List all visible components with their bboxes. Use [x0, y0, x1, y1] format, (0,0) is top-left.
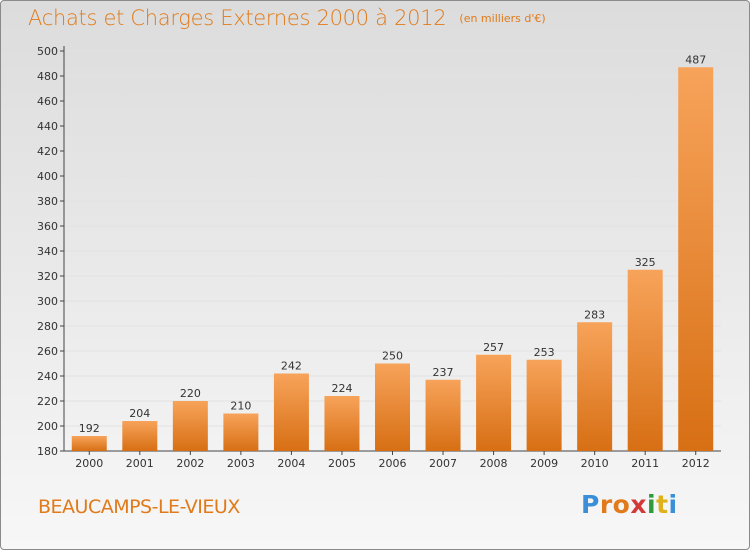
bar-2002: [172, 401, 208, 451]
bar-2001: [122, 421, 158, 451]
bar-2011: [627, 269, 663, 451]
logo-letter: o: [612, 490, 631, 519]
bar-2008: [476, 354, 512, 451]
data-label-2001: 204: [129, 407, 150, 420]
y-tick-label: 220: [37, 395, 58, 408]
data-label-2006: 250: [382, 350, 403, 363]
y-tick-label: 300: [37, 295, 58, 308]
y-tick-label: 380: [37, 195, 58, 208]
data-label-2009: 253: [534, 346, 555, 359]
data-label-2007: 237: [433, 366, 454, 379]
y-tick-label: 320: [37, 270, 58, 283]
bars: [71, 67, 714, 451]
y-tick-label: 340: [37, 245, 58, 258]
data-label-2011: 325: [635, 256, 656, 269]
data-label-2005: 224: [331, 382, 352, 395]
chart-title: Achats et Charges Externes 2000 à 2012: [28, 6, 447, 30]
bar-2006: [375, 363, 410, 451]
y-tick-label: 500: [37, 45, 58, 58]
labels: 180 200 220 240 260 280 300 320 340 360 380 400 420 4…: [37, 45, 710, 470]
data-label-2002: 220: [180, 387, 201, 400]
bar-2003: [223, 413, 259, 451]
x-tick-label-2010: 2010: [581, 457, 609, 470]
y-tick-label: 440: [37, 120, 58, 133]
x-tick-label-2008: 2008: [480, 457, 508, 470]
x-tick-label-2003: 2003: [227, 457, 255, 470]
bar-2004: [273, 373, 309, 451]
bar-2005: [324, 396, 360, 451]
town-name: BEAUCAMPS-LE-VIEUX: [38, 496, 240, 518]
y-tick-label: 360: [37, 220, 58, 233]
y-tick-label: 460: [37, 95, 58, 108]
y-tick-label: 280: [37, 320, 58, 333]
data-label-2010: 283: [584, 308, 605, 321]
y-tick-label: 200: [37, 420, 58, 433]
bar-2009: [526, 359, 562, 451]
y-tick-label: 400: [37, 170, 58, 183]
y-tick-label: 240: [37, 370, 58, 383]
logo-letter: r: [599, 490, 613, 519]
logo-letter: x: [630, 490, 647, 519]
x-tick-label-2012: 2012: [682, 457, 710, 470]
bar-2010: [577, 322, 613, 451]
logo-letter: P: [581, 490, 600, 519]
x-tick-label-2009: 2009: [530, 457, 558, 470]
x-tick-label-2000: 2000: [75, 457, 103, 470]
x-tick-label-2005: 2005: [328, 457, 356, 470]
data-label-2004: 242: [281, 360, 302, 373]
x-tick-label-2004: 2004: [277, 457, 305, 470]
x-tick-label-2006: 2006: [379, 457, 407, 470]
title-line: Achats et Charges Externes 2000 à 2012 (…: [28, 6, 546, 30]
x-tick-label-2007: 2007: [429, 457, 457, 470]
x-tick-label-2001: 2001: [126, 457, 154, 470]
logo-letter: t: [656, 490, 669, 519]
logo-letter: i: [668, 490, 678, 519]
x-tick-label-2011: 2011: [631, 457, 659, 470]
bar-2007: [425, 379, 461, 451]
y-tick-label: 480: [37, 70, 58, 83]
y-tick-label: 420: [37, 145, 58, 158]
bar-2000: [71, 436, 107, 451]
data-label-2012: 487: [685, 53, 706, 66]
y-tick-label: 260: [37, 345, 58, 358]
data-label-2008: 257: [483, 341, 504, 354]
data-label-2000: 192: [79, 422, 100, 435]
x-tick-label-2002: 2002: [176, 457, 204, 470]
bar-2012: [678, 67, 714, 451]
proxiti-logo[interactable]: Proxiti: [581, 490, 678, 519]
y-tick-label: 180: [37, 445, 58, 458]
chart-subtitle: (en milliers d'€): [459, 12, 546, 25]
data-label-2003: 210: [230, 400, 251, 413]
logo-letter: i: [647, 490, 657, 519]
